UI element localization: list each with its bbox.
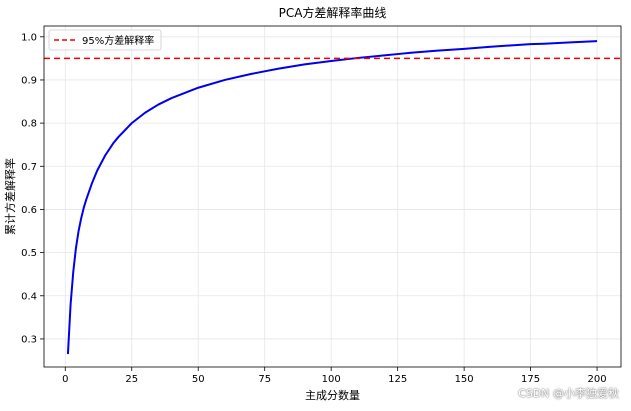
x-tick-label: 25 (125, 374, 138, 385)
watermark-text: CSDN @小李独爱秋 (518, 387, 619, 400)
y-tick-label: 0.9 (21, 75, 37, 86)
x-tick-label: 200 (588, 374, 607, 385)
x-tick-label: 175 (521, 374, 540, 385)
legend-box (48, 29, 162, 51)
grid-lines (44, 26, 621, 367)
chart-title: PCA方差解释率曲线 (279, 5, 387, 20)
legend-label: 95%方差解释率 (82, 34, 154, 47)
x-tick-label: 50 (192, 374, 205, 385)
x-axis-title: 主成分数量 (305, 389, 360, 402)
y-tick-label: 0.4 (21, 291, 37, 302)
y-tick-label: 0.8 (21, 119, 37, 130)
y-axis-title: 累计方差解释率 (3, 158, 17, 235)
y-tick-label: 0.5 (21, 248, 37, 259)
x-tick-label: 150 (455, 374, 474, 385)
y-tick-label: 0.3 (21, 334, 37, 345)
plot-frame (43, 25, 622, 368)
y-tick-label: 0.6 (21, 205, 37, 216)
x-tick-label: 0 (62, 374, 68, 385)
x-tick-label: 100 (322, 374, 341, 385)
y-tick-label: 1.0 (21, 32, 37, 43)
y-tick-label: 0.7 (21, 162, 37, 173)
x-tick-label: 125 (388, 374, 407, 385)
series-line (66, 40, 598, 355)
legend: 95%方差解释率 (48, 29, 162, 51)
x-tick-label: 75 (258, 374, 271, 385)
